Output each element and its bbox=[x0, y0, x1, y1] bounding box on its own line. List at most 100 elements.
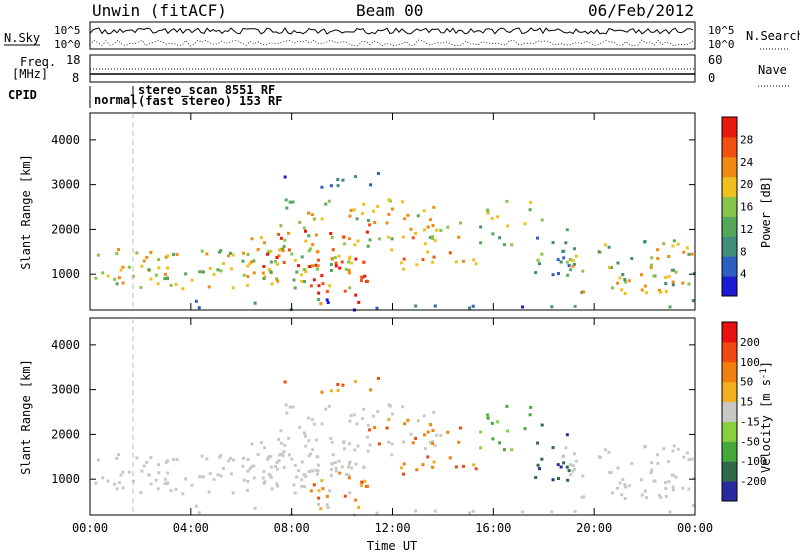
velocity-cell bbox=[411, 441, 415, 445]
velocity-cell bbox=[207, 490, 211, 494]
power-cell bbox=[401, 200, 405, 204]
nsky-line bbox=[89, 27, 694, 35]
velocity-cell bbox=[551, 446, 555, 450]
power-cell bbox=[529, 200, 533, 204]
power-cell bbox=[317, 284, 321, 288]
power-cell bbox=[275, 262, 279, 266]
velocity-cell bbox=[279, 429, 283, 433]
velocity-cell bbox=[671, 488, 675, 492]
power-cell bbox=[415, 263, 419, 267]
velocity-cell bbox=[502, 448, 506, 452]
velocity-cell bbox=[550, 510, 554, 514]
power-cell bbox=[670, 268, 674, 272]
velocity-cell bbox=[433, 509, 437, 513]
power-cell bbox=[181, 287, 185, 291]
velocity-cell bbox=[479, 430, 483, 434]
velocity-cell bbox=[169, 488, 173, 492]
power-cell bbox=[630, 257, 634, 261]
power-cell bbox=[376, 171, 380, 175]
power-cell bbox=[414, 231, 418, 235]
power-cell bbox=[671, 283, 675, 287]
velocity-cell bbox=[562, 454, 566, 458]
velocity-cell bbox=[650, 468, 654, 472]
velocity-cell bbox=[682, 455, 686, 459]
power-cell bbox=[314, 263, 318, 267]
velocity-cell bbox=[292, 483, 296, 487]
velocity-cell bbox=[267, 455, 271, 459]
velocity-cell bbox=[360, 480, 364, 484]
velocity-cell bbox=[376, 409, 380, 413]
power-cell bbox=[471, 304, 475, 308]
power-cell bbox=[343, 289, 347, 293]
velocity-cell bbox=[448, 456, 452, 460]
velocity-cbar-swatch bbox=[722, 361, 737, 383]
velocity-cell bbox=[269, 454, 273, 458]
velocity-cell bbox=[369, 388, 373, 392]
velocity-cell bbox=[317, 489, 321, 493]
velocity-cell bbox=[366, 449, 370, 453]
velocity-cell bbox=[667, 459, 671, 463]
velocity-cell bbox=[624, 485, 628, 489]
velocity-cell bbox=[275, 482, 279, 486]
velocity-cell bbox=[385, 426, 389, 430]
velocity-cell bbox=[261, 476, 265, 480]
power-cell bbox=[368, 238, 372, 242]
xtick-2000: 20:00 bbox=[576, 521, 612, 535]
velocity-cell bbox=[304, 474, 308, 478]
power-cell bbox=[250, 260, 254, 264]
velocity-cell bbox=[139, 490, 143, 494]
power-cell bbox=[307, 249, 311, 253]
power-cell bbox=[293, 258, 297, 262]
power-cell bbox=[281, 249, 285, 253]
velocity-cell bbox=[303, 473, 307, 477]
velocity-cell bbox=[319, 507, 323, 511]
velocity-cell bbox=[597, 455, 601, 459]
power-cell bbox=[607, 245, 611, 249]
velocity-cbar-tick: 100 bbox=[740, 356, 760, 369]
velocity-cell bbox=[368, 428, 372, 432]
velocity-cell bbox=[314, 468, 318, 472]
velocity-cell bbox=[309, 489, 313, 493]
power-cell bbox=[627, 279, 631, 283]
velocity-cell bbox=[253, 506, 257, 510]
velocity-cell bbox=[276, 484, 280, 488]
power-cell bbox=[428, 235, 432, 239]
power-cell bbox=[387, 235, 391, 239]
velocity-cell bbox=[627, 484, 631, 488]
velocity-cell bbox=[348, 491, 352, 495]
velocity-ytick-4000: 4000 bbox=[51, 338, 80, 352]
power-cell bbox=[385, 221, 389, 225]
power-cell bbox=[231, 286, 235, 290]
power-cell bbox=[348, 214, 352, 218]
power-cell bbox=[312, 278, 316, 282]
power-cell bbox=[623, 278, 627, 282]
power-cell bbox=[366, 279, 370, 283]
power-cell bbox=[314, 233, 318, 237]
power-cell bbox=[200, 249, 204, 253]
power-cell bbox=[326, 301, 330, 305]
power-cell bbox=[293, 286, 297, 290]
power-cell bbox=[347, 260, 351, 264]
velocity-cell bbox=[334, 469, 338, 473]
velocity-cell bbox=[652, 479, 656, 483]
velocity-cell bbox=[621, 478, 625, 482]
velocity-cell bbox=[121, 470, 125, 474]
velocity-cell bbox=[691, 504, 695, 508]
power-cell bbox=[609, 266, 613, 270]
power-cell bbox=[252, 259, 256, 263]
power-cell bbox=[664, 282, 668, 286]
velocity-cell bbox=[431, 441, 435, 445]
power-cell bbox=[607, 266, 611, 270]
power-cell bbox=[556, 258, 560, 262]
velocity-cell bbox=[681, 486, 685, 490]
velocity-cell bbox=[334, 466, 338, 470]
power-cell bbox=[564, 241, 568, 245]
velocity-cell bbox=[528, 413, 532, 417]
power-cell bbox=[353, 175, 357, 179]
velocity-cell bbox=[540, 423, 544, 427]
power-cell bbox=[117, 248, 121, 252]
power-cell bbox=[645, 291, 649, 295]
velocity-cell bbox=[366, 423, 370, 427]
velocity-cell bbox=[263, 480, 267, 484]
power-cell bbox=[315, 267, 319, 271]
